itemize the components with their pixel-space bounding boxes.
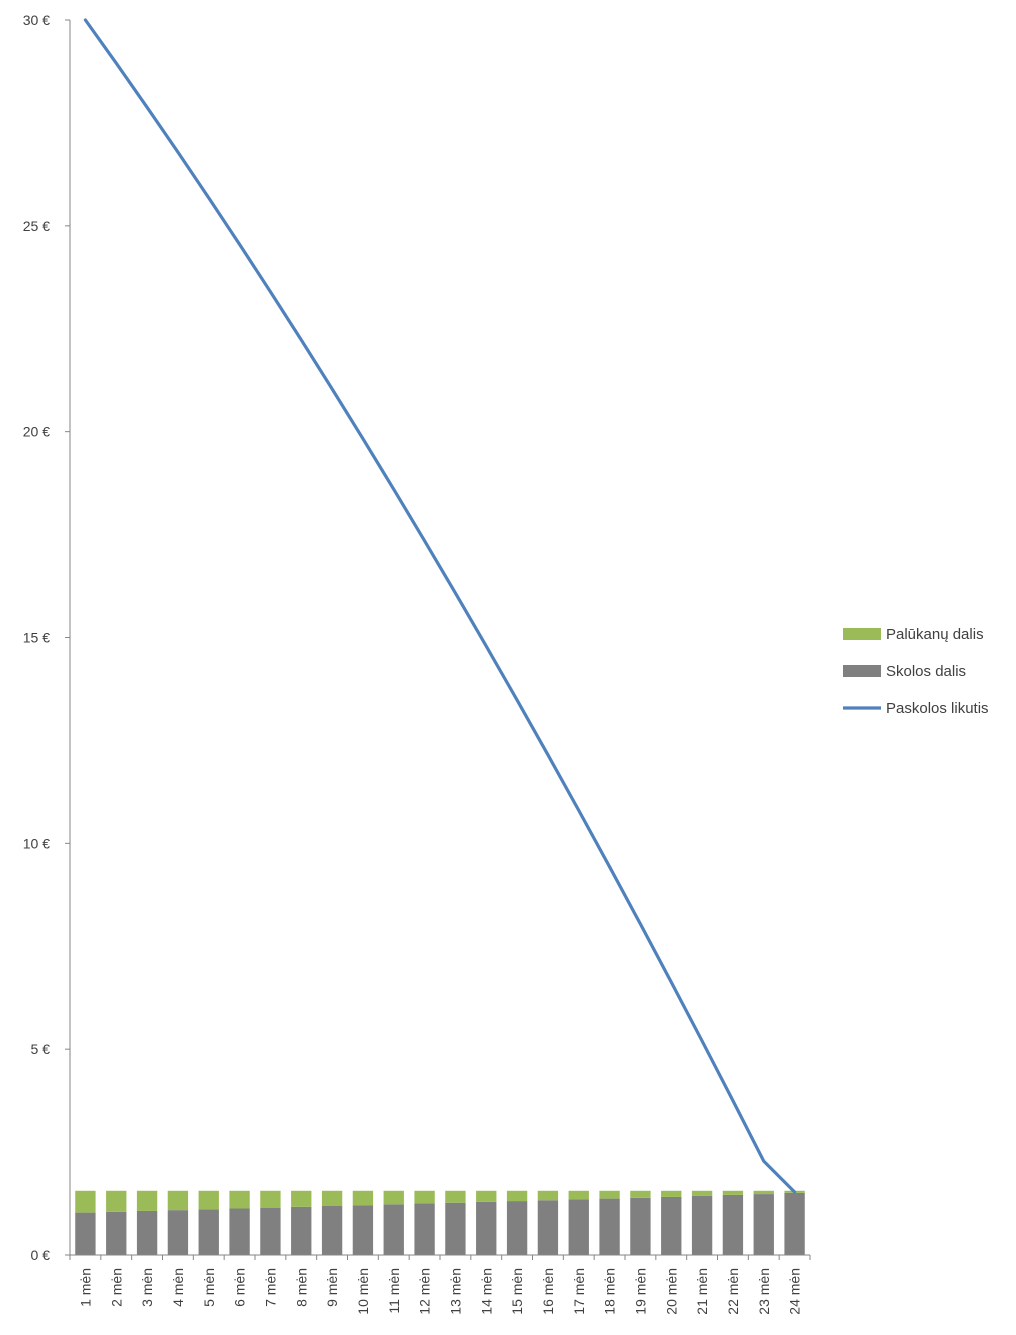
y-tick-label: 15 € [23,630,50,646]
bar-palukanu-19 [630,1190,651,1198]
legend-swatch [843,628,881,640]
bar-palukanu-8 [291,1190,312,1207]
x-tick-label: 14 mėn [478,1268,494,1315]
x-tick-label: 16 mėn [540,1268,556,1315]
bar-palukanu-16 [537,1190,559,1201]
y-tick-label: 5 € [31,1041,51,1057]
bar-palukanu-13 [445,1190,466,1203]
y-tick-label: 10 € [23,835,50,851]
bar-skolos-2 [106,1211,127,1255]
bar-palukanu-1 [75,1190,96,1213]
bar-skolos-12 [414,1203,435,1255]
y-tick-label: 0 € [31,1247,51,1263]
x-tick-label: 23 mėn [756,1268,772,1315]
y-tick-label: 25 € [23,218,50,234]
bar-skolos-3 [136,1210,158,1255]
bar-palukanu-2 [106,1190,127,1212]
bar-skolos-20 [661,1196,682,1255]
bar-skolos-11 [383,1204,404,1255]
bar-skolos-8 [291,1206,312,1255]
bar-palukanu-23 [753,1190,774,1195]
x-tick-label: 12 mėn [417,1268,433,1315]
x-tick-label: 7 mėn [262,1268,278,1307]
bar-skolos-18 [599,1198,620,1255]
x-tick-label: 3 mėn [139,1268,155,1307]
bar-skolos-24 [784,1192,805,1255]
bar-palukanu-6 [229,1190,250,1209]
bar-skolos-9 [321,1206,343,1255]
line-paskolos-likutis [83,18,797,1194]
bar-palukanu-17 [568,1190,589,1200]
bar-palukanu-15 [506,1190,528,1202]
bar-palukanu-5 [198,1190,219,1210]
bar-palukanu-20 [661,1190,682,1197]
bar-palukanu-10 [352,1190,374,1206]
bar-skolos-4 [167,1210,189,1255]
x-tick-label: 15 mėn [509,1268,525,1315]
legend-label: Paskolos likutis [886,700,989,717]
bar-palukanu-4 [167,1190,189,1211]
x-tick-label: 2 mėn [108,1268,124,1307]
bar-palukanu-9 [321,1190,343,1207]
legend-label: Palūkanų dalis [886,626,984,643]
bar-palukanu-11 [383,1190,404,1205]
x-tick-label: 5 mėn [201,1268,217,1307]
bar-skolos-17 [568,1199,589,1255]
x-tick-label: 21 mėn [694,1268,710,1315]
x-tick-label: 17 mėn [571,1268,587,1315]
bar-skolos-23 [753,1194,774,1255]
bar-skolos-7 [260,1207,281,1255]
bar-palukanu-14 [476,1190,497,1202]
bar-skolos-21 [691,1195,713,1255]
bar-skolos-5 [198,1209,219,1255]
x-tick-label: 8 mėn [293,1268,309,1307]
bar-skolos-6 [229,1208,250,1255]
bar-skolos-15 [506,1201,528,1255]
legend: Palūkanų dalis Skolos dalis Paskolos likut… [843,626,989,717]
x-tick-label: 22 mėn [725,1268,741,1315]
x-tick-label: 6 mėn [232,1268,248,1307]
bar-palukanu-22 [722,1190,744,1195]
x-tick-label: 1 mėn [77,1268,93,1307]
x-tick-label: 9 mėn [324,1268,340,1307]
x-tick-label: 19 mėn [632,1268,648,1315]
bar-skolos-19 [630,1197,651,1255]
x-tick-label: 10 mėn [355,1268,371,1315]
bar-skolos-22 [722,1194,744,1255]
x-tick-label: 20 mėn [663,1268,679,1315]
x-tick-label: 11 mėn [386,1268,402,1314]
bar-skolos-10 [352,1205,374,1255]
x-tick-label: 18 mėn [602,1268,618,1315]
bar-skolos-1 [75,1212,96,1255]
axes-layer [69,20,810,1256]
x-tick-label: 4 mėn [170,1268,186,1307]
legend-swatch [843,665,881,677]
y-axis-ticks: 0 € 5 € 10 € 15 € 20 € 25 € 30 € [23,12,70,1263]
y-tick-label: 20 € [23,424,50,440]
y-tick-label: 30 € [23,12,50,28]
legend-label: Skolos dalis [886,663,966,680]
bar-palukanu-3 [136,1190,158,1211]
bar-palukanu-12 [414,1190,435,1204]
x-tick-label: 13 mėn [447,1268,463,1315]
bar-skolos-16 [537,1200,559,1255]
bar-palukanu-21 [691,1190,713,1196]
bar-skolos-13 [445,1202,466,1255]
bar-palukanu-18 [599,1190,620,1199]
line-layer [83,18,797,1194]
bar-palukanu-7 [260,1190,281,1208]
x-axis-ticks: 1 mėn 2 mėn 3 mėn 4 mėn 5 mėn 6 mėn 7 mėn 8 mėn… [69,1255,811,1315]
bars-layer [75,1190,805,1255]
bar-skolos-14 [476,1201,497,1255]
x-tick-label: 24 mėn [787,1268,803,1315]
